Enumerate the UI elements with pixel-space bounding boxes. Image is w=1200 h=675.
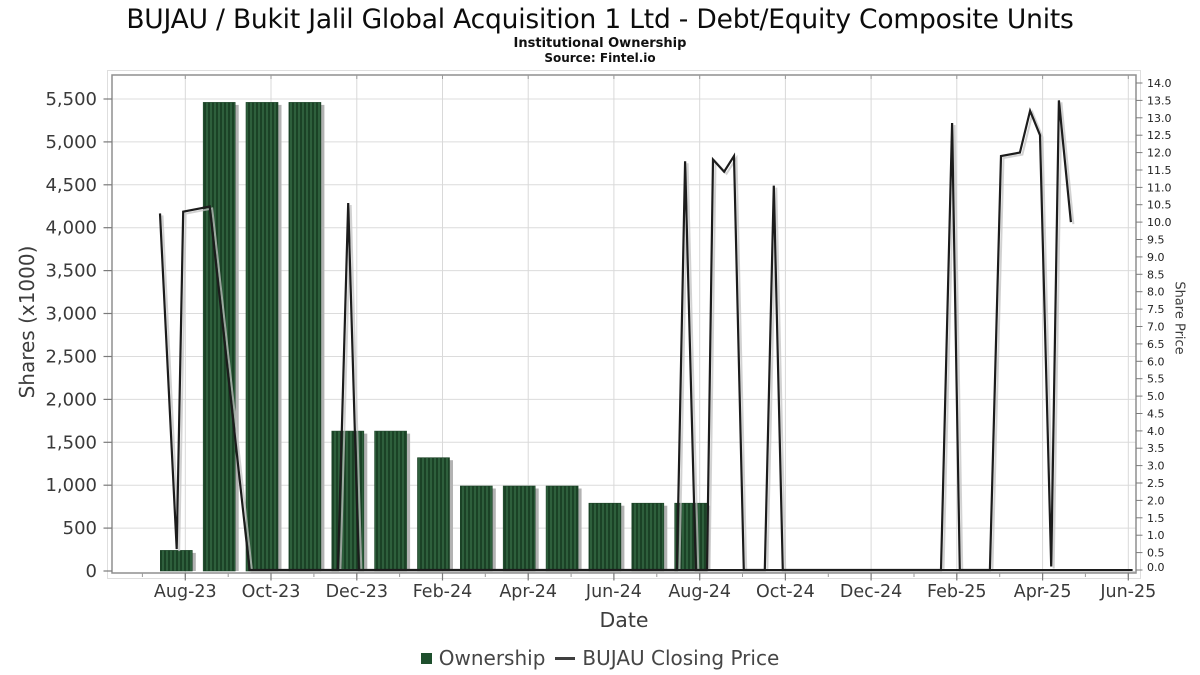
legend-item-closing-price[interactable]: BUJAU Closing Price [555, 646, 779, 670]
x-axis: Aug-23 Oct-23 Dec-23 Feb-24 Apr-24 Jun-24 Aug-… [141, 75, 1156, 602]
svg-text:9.0: 9.0 [1147, 251, 1165, 264]
svg-text:4,500: 4,500 [45, 175, 97, 196]
svg-text:5.5: 5.5 [1147, 373, 1165, 386]
svg-text:12.0: 12.0 [1147, 147, 1172, 160]
svg-text:3,000: 3,000 [45, 304, 97, 325]
svg-text:9.5: 9.5 [1147, 234, 1165, 247]
legend-line-swatch [555, 656, 576, 660]
svg-text:Jun-24: Jun-24 [585, 582, 642, 602]
svg-text:11.0: 11.0 [1147, 181, 1172, 194]
svg-text:14.0: 14.0 [1147, 77, 1172, 90]
svg-text:10.5: 10.5 [1147, 199, 1172, 212]
svg-text:8.0: 8.0 [1147, 286, 1165, 299]
svg-text:10.0: 10.0 [1147, 216, 1172, 229]
svg-text:4.0: 4.0 [1147, 425, 1165, 438]
svg-text:2,000: 2,000 [45, 389, 97, 410]
svg-text:Apr-24: Apr-24 [499, 582, 557, 602]
svg-text:2.0: 2.0 [1147, 494, 1165, 507]
svg-text:1.5: 1.5 [1147, 512, 1165, 525]
left-axis-title: Shares (x1000) [15, 245, 39, 399]
right-axis: 0.00.5 1.0 1.5 2.0 2.5 3.0 3.5 4.0 4.5 5.0 5.5 6.0 6… [1136, 77, 1172, 574]
x-axis-title: Date [599, 608, 649, 632]
svg-text:5,500: 5,500 [45, 89, 97, 110]
svg-text:2.5: 2.5 [1147, 477, 1165, 490]
svg-text:Feb-24: Feb-24 [413, 582, 473, 602]
svg-text:Aug-23: Aug-23 [154, 582, 217, 602]
chart-subtitle: Institutional Ownership [513, 36, 687, 51]
svg-text:3.5: 3.5 [1147, 442, 1165, 455]
chart-source: Source: Fintel.io [544, 51, 656, 65]
svg-text:0.5: 0.5 [1147, 547, 1165, 560]
legend-label-ownership: Ownership [438, 646, 546, 670]
svg-text:5,000: 5,000 [45, 132, 97, 153]
legend-bar-swatch [420, 652, 432, 664]
svg-text:6.0: 6.0 [1147, 355, 1165, 368]
closing-price-line [158, 100, 1136, 573]
svg-text:Dec-24: Dec-24 [840, 582, 902, 602]
svg-text:0.0: 0.0 [1147, 561, 1165, 574]
svg-text:12.5: 12.5 [1147, 129, 1172, 142]
svg-text:13.5: 13.5 [1147, 94, 1172, 107]
left-axis: 0 500 1,000 1,500 2,000 2,500 3,000 3,500 4,000 4… [45, 89, 112, 582]
legend-label-closing-price: BUJAU Closing Price [582, 646, 780, 670]
svg-text:Feb-25: Feb-25 [927, 582, 987, 602]
svg-text:2,500: 2,500 [45, 347, 97, 368]
right-axis-title: Share Price [1171, 281, 1187, 355]
chart-title: BUJAU / Bukit Jalil Global Acquisition 1… [126, 4, 1074, 35]
svg-text:1,000: 1,000 [45, 475, 97, 496]
svg-text:Oct-23: Oct-23 [242, 582, 301, 602]
svg-text:Apr-25: Apr-25 [1014, 582, 1072, 602]
svg-text:1,500: 1,500 [45, 432, 97, 453]
svg-text:7.5: 7.5 [1147, 303, 1165, 316]
svg-text:1.0: 1.0 [1147, 529, 1165, 542]
svg-text:7.0: 7.0 [1147, 321, 1165, 334]
svg-text:Jun-25: Jun-25 [1099, 582, 1156, 602]
svg-text:0: 0 [86, 561, 97, 582]
svg-text:6.5: 6.5 [1147, 338, 1165, 351]
svg-text:3,500: 3,500 [45, 261, 97, 282]
svg-text:Dec-23: Dec-23 [326, 582, 388, 602]
svg-text:13.0: 13.0 [1147, 112, 1172, 125]
svg-text:4.5: 4.5 [1147, 408, 1165, 421]
svg-text:8.5: 8.5 [1147, 268, 1165, 281]
svg-text:11.5: 11.5 [1147, 164, 1172, 177]
legend: Ownership BUJAU Closing Price [0, 646, 1200, 670]
svg-text:Oct-24: Oct-24 [756, 582, 815, 602]
svg-text:500: 500 [63, 518, 97, 539]
svg-text:3.0: 3.0 [1147, 460, 1165, 473]
legend-item-ownership[interactable]: Ownership [420, 646, 546, 670]
svg-text:5.0: 5.0 [1147, 390, 1165, 403]
svg-text:4,000: 4,000 [45, 218, 97, 239]
ownership-bars [160, 102, 711, 572]
svg-text:Aug-24: Aug-24 [668, 582, 731, 602]
